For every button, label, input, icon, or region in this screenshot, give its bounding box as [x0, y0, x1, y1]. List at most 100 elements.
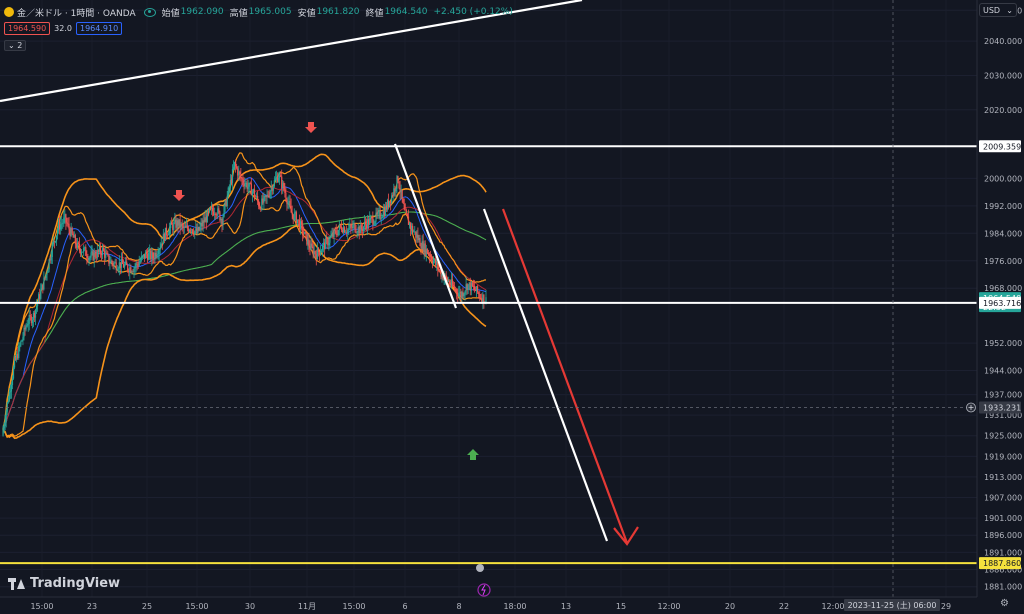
candle-body — [361, 228, 363, 231]
currency-select[interactable]: USD ⌄ — [979, 3, 1017, 17]
y-tick-label: 1952.000 — [984, 339, 1022, 348]
candle-body — [118, 262, 120, 269]
candle-body — [439, 269, 441, 271]
candle-body — [51, 244, 53, 258]
candle-body — [110, 260, 112, 264]
x-tick-label: 29 — [941, 602, 951, 611]
candle-body — [94, 252, 96, 257]
eye-icon[interactable] — [143, 7, 156, 17]
candle-body — [396, 176, 398, 189]
candle-body — [353, 223, 355, 225]
candle-body — [149, 250, 151, 253]
candle-body — [19, 345, 21, 347]
candle-body — [365, 224, 368, 229]
candle-body — [324, 242, 326, 250]
candle-body — [17, 353, 19, 359]
x-tick-label: 15:00 — [30, 602, 53, 611]
candle-body — [381, 216, 383, 219]
y-tick-label: 1881.000 — [984, 583, 1022, 592]
candle-body — [188, 229, 191, 232]
candle-body — [452, 284, 455, 286]
candle-body — [210, 207, 213, 209]
candle-body — [29, 315, 31, 317]
y-tick-label: 1944.000 — [984, 367, 1022, 376]
candle-body — [108, 254, 110, 264]
candle-body — [220, 218, 222, 221]
candle-body — [269, 191, 271, 197]
candle-body — [303, 233, 305, 235]
candle-body — [384, 206, 387, 216]
drop-line-white — [393, 143, 458, 309]
candle-body — [21, 340, 23, 342]
candle-body — [257, 196, 259, 201]
candle-body — [356, 232, 358, 234]
quote-row: 1964.590 32.0 1964.910 — [4, 22, 123, 35]
candle-body — [214, 213, 216, 215]
candle-body — [197, 227, 199, 234]
y-tick-label: 1984.000 — [984, 229, 1022, 238]
candle-body — [374, 221, 376, 225]
candle-body — [286, 199, 288, 205]
candle-body — [16, 353, 18, 360]
candle-body — [165, 227, 168, 236]
candle-body — [295, 212, 297, 224]
candle-body — [28, 315, 30, 324]
candle-body — [75, 243, 77, 248]
candle-body — [369, 218, 371, 225]
candle-body — [362, 226, 365, 231]
lightning-icon — [477, 583, 491, 597]
candle-body — [413, 231, 415, 233]
candle-body — [53, 241, 55, 243]
candle-body — [97, 250, 99, 252]
candle-body — [403, 203, 405, 210]
sell-price-button[interactable]: 1964.590 — [4, 22, 51, 35]
y-tick-label: 1937.000 — [984, 391, 1022, 400]
bollinger-lower-line — [2, 225, 487, 440]
candle-body — [200, 223, 202, 227]
candle-body — [450, 279, 453, 285]
candle-body — [249, 182, 251, 184]
candle-body — [411, 225, 413, 229]
candle-body — [180, 223, 182, 228]
candle-body — [422, 241, 424, 253]
candle-body — [449, 283, 451, 285]
y-tick-label: 1913.000 — [984, 473, 1022, 482]
candle-body — [230, 180, 233, 183]
candle-body — [347, 229, 349, 233]
candle-body — [139, 260, 141, 263]
gear-icon[interactable]: ⚙ — [1000, 598, 1009, 609]
bollinger-lower-inner-line — [2, 190, 487, 437]
candle-body — [85, 247, 87, 256]
candle-body — [117, 268, 119, 270]
candle-body — [183, 227, 185, 229]
candle-body — [7, 400, 9, 403]
candle-body — [372, 217, 374, 225]
candle-body — [482, 294, 484, 303]
symbol-title[interactable]: 金／米ドル · 1時間 · OANDA — [4, 6, 136, 19]
price-label-box — [979, 140, 1021, 153]
candle-body — [133, 268, 135, 272]
candle-body — [313, 251, 315, 255]
buy-price-button[interactable]: 1964.910 — [75, 22, 123, 35]
indicator-toggle[interactable]: ⌄ 2 — [4, 40, 27, 51]
y-tick-label: 1968.000 — [984, 284, 1022, 293]
candle-body — [433, 260, 435, 264]
candle-body — [328, 242, 330, 246]
candle-body — [329, 237, 331, 243]
candle-body — [315, 254, 317, 260]
drawings — [0, 0, 639, 546]
candle-body — [156, 254, 158, 257]
candle-body — [473, 286, 476, 290]
y-tick-label: 2040.000 — [984, 37, 1022, 46]
candle-body — [50, 257, 52, 261]
candle-body — [377, 212, 379, 215]
candle-body — [136, 263, 138, 265]
candle-body — [280, 175, 282, 177]
candle-body — [296, 219, 299, 224]
candle-body — [41, 284, 43, 290]
x-tick-label: 20 — [725, 602, 735, 611]
high-value: 1965.005 — [248, 7, 292, 17]
candle-body — [122, 263, 125, 268]
candle-body — [55, 235, 58, 242]
